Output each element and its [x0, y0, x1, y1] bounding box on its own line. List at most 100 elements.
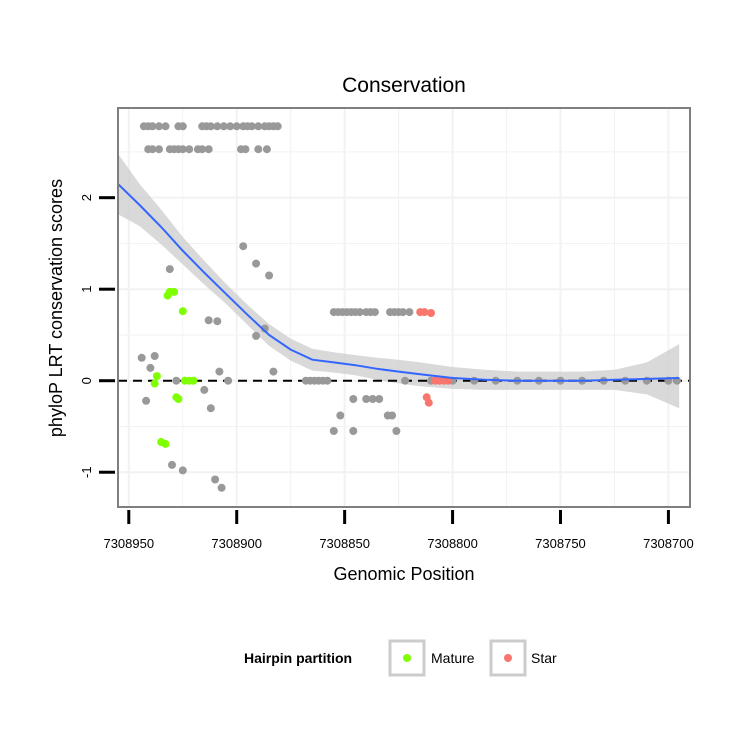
point-mature-12: [189, 376, 198, 385]
legend-marker-star: [504, 654, 512, 662]
chart-title: Conservation: [342, 74, 466, 97]
point-other-9: [206, 122, 215, 131]
point-other-102: [349, 427, 358, 435]
point-other-44: [252, 331, 261, 340]
point-other-52: [224, 376, 233, 385]
legend-label-mature: Mature: [431, 650, 475, 666]
x-tick-label-3: 7308800: [427, 536, 478, 551]
point-other-94: [336, 411, 345, 420]
x-tick-label-1: 7308900: [211, 536, 262, 551]
point-other-21: [273, 122, 282, 131]
legend-title: Hairpin partition: [244, 650, 352, 666]
point-other-17: [254, 122, 263, 131]
point-other-36: [262, 145, 271, 154]
point-other-6: [178, 122, 187, 131]
point-other-47: [146, 363, 155, 372]
point-other-34: [241, 145, 250, 154]
point-other-46: [150, 352, 159, 360]
point-other-10: [213, 122, 222, 131]
point-other-98: [375, 395, 384, 403]
point-other-13: [232, 122, 241, 131]
point-other-96: [362, 395, 371, 403]
point-other-53: [142, 396, 151, 405]
point-other-39: [265, 271, 274, 280]
point-other-65: [355, 308, 364, 317]
smooth-trend-line: [117, 183, 680, 382]
point-other-100: [388, 411, 397, 420]
point-other-101: [329, 427, 338, 435]
point-other-56: [178, 466, 187, 475]
point-other-24: [155, 145, 163, 154]
x-tick-label-0: 7308950: [103, 536, 154, 551]
x-tick-label-4: 7308750: [535, 536, 586, 551]
legend-marker-mature: [403, 654, 411, 662]
point-other-31: [198, 145, 207, 154]
y-tick-label-2: 1: [79, 286, 94, 293]
point-other-80: [401, 376, 410, 385]
point-other-38: [165, 265, 174, 274]
point-other-32: [204, 145, 213, 154]
point-other-54: [206, 404, 215, 413]
point-star-8: [424, 398, 433, 407]
legend-key-star: [489, 639, 527, 677]
point-other-95: [349, 395, 358, 403]
legend-entry-star: Star: [489, 639, 557, 677]
point-other-90: [621, 376, 630, 385]
point-other-43: [260, 324, 269, 333]
y-tick-label-1: 0: [79, 377, 94, 384]
point-mature-4: [152, 372, 161, 381]
point-other-40: [252, 259, 261, 268]
x-tick-label-2: 7308850: [319, 536, 370, 551]
point-other-49: [269, 367, 278, 376]
y-axis: -1 0 1 2: [79, 194, 115, 478]
point-mature-5: [150, 379, 159, 388]
series-other: [137, 122, 681, 492]
point-star-2: [427, 309, 435, 317]
point-other-16: [247, 122, 256, 131]
point-other-103: [392, 427, 401, 435]
point-mature-9: [161, 439, 170, 448]
point-mature-3: [178, 307, 187, 316]
point-other-45: [137, 353, 146, 362]
point-other-4: [161, 122, 170, 131]
point-other-11: [219, 122, 228, 131]
panel-border: [117, 107, 691, 508]
point-other-2: [148, 122, 157, 131]
point-other-83: [470, 376, 479, 385]
point-other-57: [211, 475, 220, 484]
point-other-48: [215, 367, 224, 376]
point-other-50: [172, 376, 181, 385]
y-tick-label-0: -1: [79, 466, 94, 478]
point-other-37: [239, 242, 248, 251]
legend-entry-mature: Mature: [388, 639, 475, 677]
point-other-35: [254, 145, 263, 154]
legend-label-star: Star: [531, 650, 557, 666]
point-other-97: [368, 395, 377, 403]
point-mature-1: [170, 287, 179, 296]
plot-panel: [117, 107, 691, 508]
point-other-51: [200, 385, 209, 394]
point-other-42: [213, 317, 222, 326]
point-other-41: [204, 316, 213, 325]
point-other-58: [217, 483, 226, 492]
point-other-55: [168, 460, 176, 469]
point-other-23: [148, 145, 157, 154]
x-axis: 7308950 7308900 7308850 7308800 7308750 73087…: [103, 510, 694, 551]
point-other-29: [185, 145, 194, 154]
x-axis-title: Genomic Position: [333, 564, 474, 584]
point-other-3: [155, 122, 163, 131]
point-mature-2: [163, 291, 172, 300]
panel-background: [118, 108, 690, 507]
legend: Hairpin partition Mature Star: [244, 639, 557, 677]
data-points: [137, 122, 681, 492]
point-other-79: [323, 376, 332, 385]
point-other-28: [178, 145, 187, 154]
series-mature: [150, 287, 198, 448]
point-other-12: [226, 122, 235, 131]
y-tick-label-3: 2: [79, 194, 94, 201]
point-other-73: [405, 308, 414, 317]
point-mature-7: [174, 395, 183, 403]
x-tick-label-5: 7308700: [643, 536, 694, 551]
point-other-72: [398, 308, 407, 317]
